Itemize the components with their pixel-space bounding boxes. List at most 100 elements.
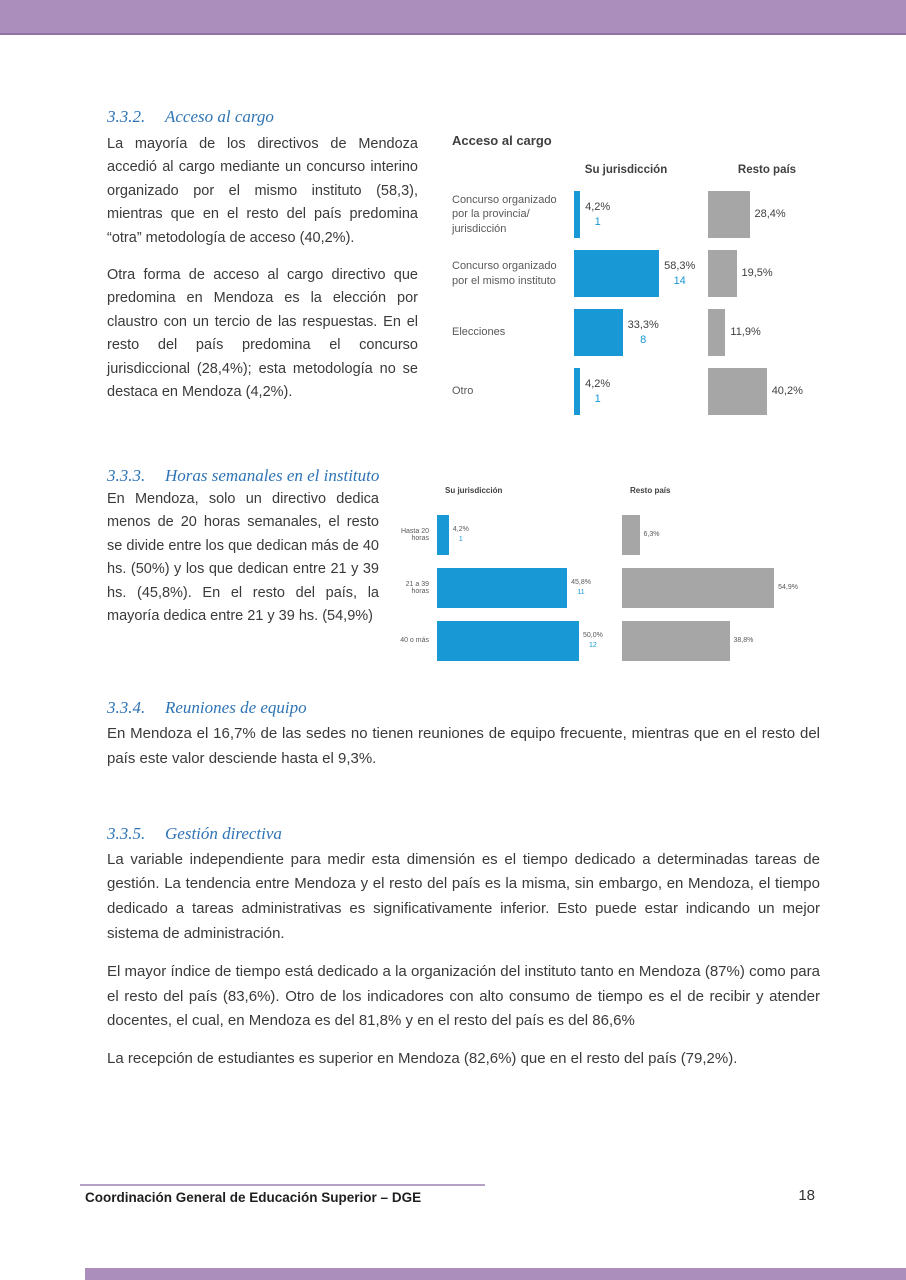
value-label: 6,3% [644,530,660,540]
chart-row: Hasta 20 horas 4,2% 1 6,3% [387,508,820,561]
value-label: 40,2% [772,384,803,399]
chart-column-headers: Su jurisdicción Resto país [387,486,820,498]
category-label: Hasta 20 horas [400,527,429,542]
series-header-su-jurisdiccion: Su jurisdicción [445,486,503,495]
bar-zone: 4,2% 1 [574,368,708,415]
paragraph: La variable independiente para medir est… [107,850,820,942]
chart-row: Elecciones 33,3% 8 11,9% [452,303,820,362]
category-label: Elecciones [452,326,506,339]
section-heading-335: 3.3.5. Gestión directiva [107,824,820,844]
text-column: En Mendoza, solo un directivo dedica men… [107,488,379,628]
bar [437,567,568,608]
paragraph: En Mendoza, solo un directivo dedica men… [107,491,379,625]
footer-bar [85,1268,906,1280]
footer-divider-line [80,1184,485,1186]
bar-zone: 28,4% [708,191,820,238]
percent-label: 11,9% [730,326,761,339]
category-label: Concurso organizado por el mismo institu… [452,260,557,287]
chart-horas-semanales: Su jurisdicción Resto país Hasta 20 hora… [387,486,820,667]
bar [622,567,775,608]
bar-zone: 45,8% 11 [437,567,622,608]
bar-zone: 4,2% 1 [437,514,622,555]
bar [437,514,449,555]
bar [708,250,737,297]
page-number: 18 [798,1187,815,1204]
percent-label: 6,3% [643,530,660,538]
bar-zone: 50,0% 12 [437,620,622,661]
section-332-body: La mayoría de los directivos de Mendoza … [107,127,820,421]
section-333-body: En Mendoza, solo un directivo dedica men… [107,486,820,667]
bar-zone: 58,3% 14 [574,250,708,297]
value-label: 33,3% 8 [628,318,659,348]
paragraph: La recepción de estudiantes es superior … [107,1050,738,1068]
value-label: 19,5% [742,266,773,281]
paragraph: Otra forma de acceso al cargo directivo … [107,267,418,401]
paragraph: El mayor índice de tiempo está dedicado … [107,962,820,1030]
bar [574,309,623,356]
percent-label: 50,0% [583,631,603,639]
bar [574,250,660,297]
section-title: Reuniones de equipo [165,698,307,717]
bar-zone: 38,8% [622,620,820,661]
percent-label: 28,4% [754,208,786,221]
bar [574,191,581,238]
count-label: 14 [673,274,686,287]
percent-label: 4,2% [585,377,611,390]
percent-label: 33,3% [627,318,659,331]
chart-column-headers: Su jurisdicción Resto país [452,164,820,179]
bar [708,368,767,415]
chart-row: Concurso organizado por el mismo institu… [452,244,820,303]
category-label: Concurso organizado por la provincia/ ju… [452,194,557,235]
chart-row: Concurso organizado por la provincia/ ju… [452,185,820,244]
value-label: 58,3% 14 [664,259,695,289]
text-column: La mayoría de los directivos de Mendoza … [107,133,418,404]
value-label: 11,9% [730,325,760,340]
section-title: Horas semanales en el instituto [165,466,380,485]
section-heading-333: 3.3.3. Horas semanales en el instituto [107,466,820,486]
chart-row: 21 a 39 horas 45,8% 11 54,9% [387,561,820,614]
chart-row: Otro 4,2% 1 40,2% [452,362,820,421]
section-heading-332: 3.3.2. Acceso al cargo [107,107,820,127]
section-title: Acceso al cargo [165,107,274,126]
percent-label: 19,5% [741,267,773,280]
count-label: 11 [577,588,585,596]
category-label: 40 o más [400,637,429,644]
value-label: 4,2% 1 [585,200,610,230]
chart-acceso-al-cargo: Acceso al cargo Su jurisdicción Resto pa… [452,133,820,421]
bar-zone: 40,2% [708,368,820,415]
footer-text: Coordinación General de Educación Superi… [85,1190,422,1205]
series-header-resto-pais: Resto país [630,486,671,495]
section-title: Gestión directiva [165,823,282,843]
bar-zone: 4,2% 1 [574,191,708,238]
count-label: 12 [589,641,597,649]
count-label: 8 [640,333,647,346]
value-label: 28,4% [755,207,786,222]
value-label: 50,0% 12 [583,631,603,651]
bar [708,309,726,356]
percent-label: 4,2% [585,200,611,213]
bar [622,620,730,661]
section-number: 3.3.5. [107,823,146,843]
bar-zone: 6,3% [622,514,820,555]
value-label: 4,2% 1 [585,377,610,407]
count-label: 1 [594,215,601,228]
bar [574,368,581,415]
category-label: 21 a 39 horas [405,580,429,595]
series-header-su-jurisdiccion: Su jurisdicción [584,164,668,176]
percent-label: 38,8% [733,636,754,644]
section-number: 3.3.3. [107,466,146,485]
bar [622,514,640,555]
paragraph: La mayoría de los directivos de Mendoza … [107,136,418,246]
percent-label: 54,9% [778,583,798,591]
header-bar [0,0,906,35]
count-label: 1 [458,535,463,543]
value-label: 54,9% [778,583,798,593]
value-label: 45,8% 11 [571,578,591,598]
bar [437,620,579,661]
section-heading-334: 3.3.4. Reuniones de equipo [107,698,820,718]
bar-zone: 11,9% [708,309,820,356]
percent-label: 45,8% [571,578,591,586]
section-number: 3.3.2. [107,107,146,126]
count-label: 1 [594,392,601,405]
